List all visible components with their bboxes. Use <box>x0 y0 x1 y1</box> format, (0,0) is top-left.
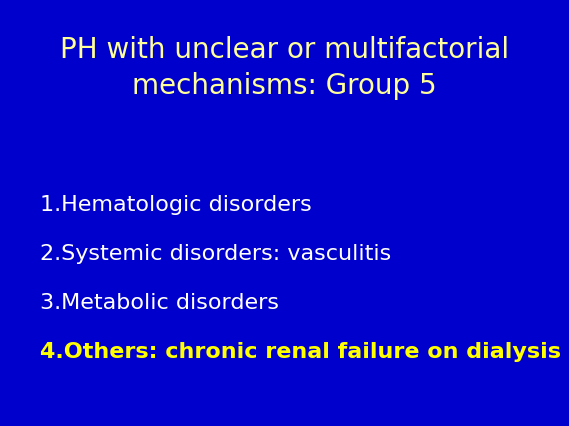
Text: PH with unclear or multifactorial
mechanisms: Group 5: PH with unclear or multifactorial mechan… <box>60 36 509 100</box>
Text: 3.Metabolic disorders: 3.Metabolic disorders <box>40 293 279 312</box>
Text: 2.Systemic disorders: vasculitis: 2.Systemic disorders: vasculitis <box>40 244 391 263</box>
Text: 1.Hematologic disorders: 1.Hematologic disorders <box>40 195 312 214</box>
Text: 4.Others: chronic renal failure on dialysis: 4.Others: chronic renal failure on dialy… <box>40 342 561 361</box>
